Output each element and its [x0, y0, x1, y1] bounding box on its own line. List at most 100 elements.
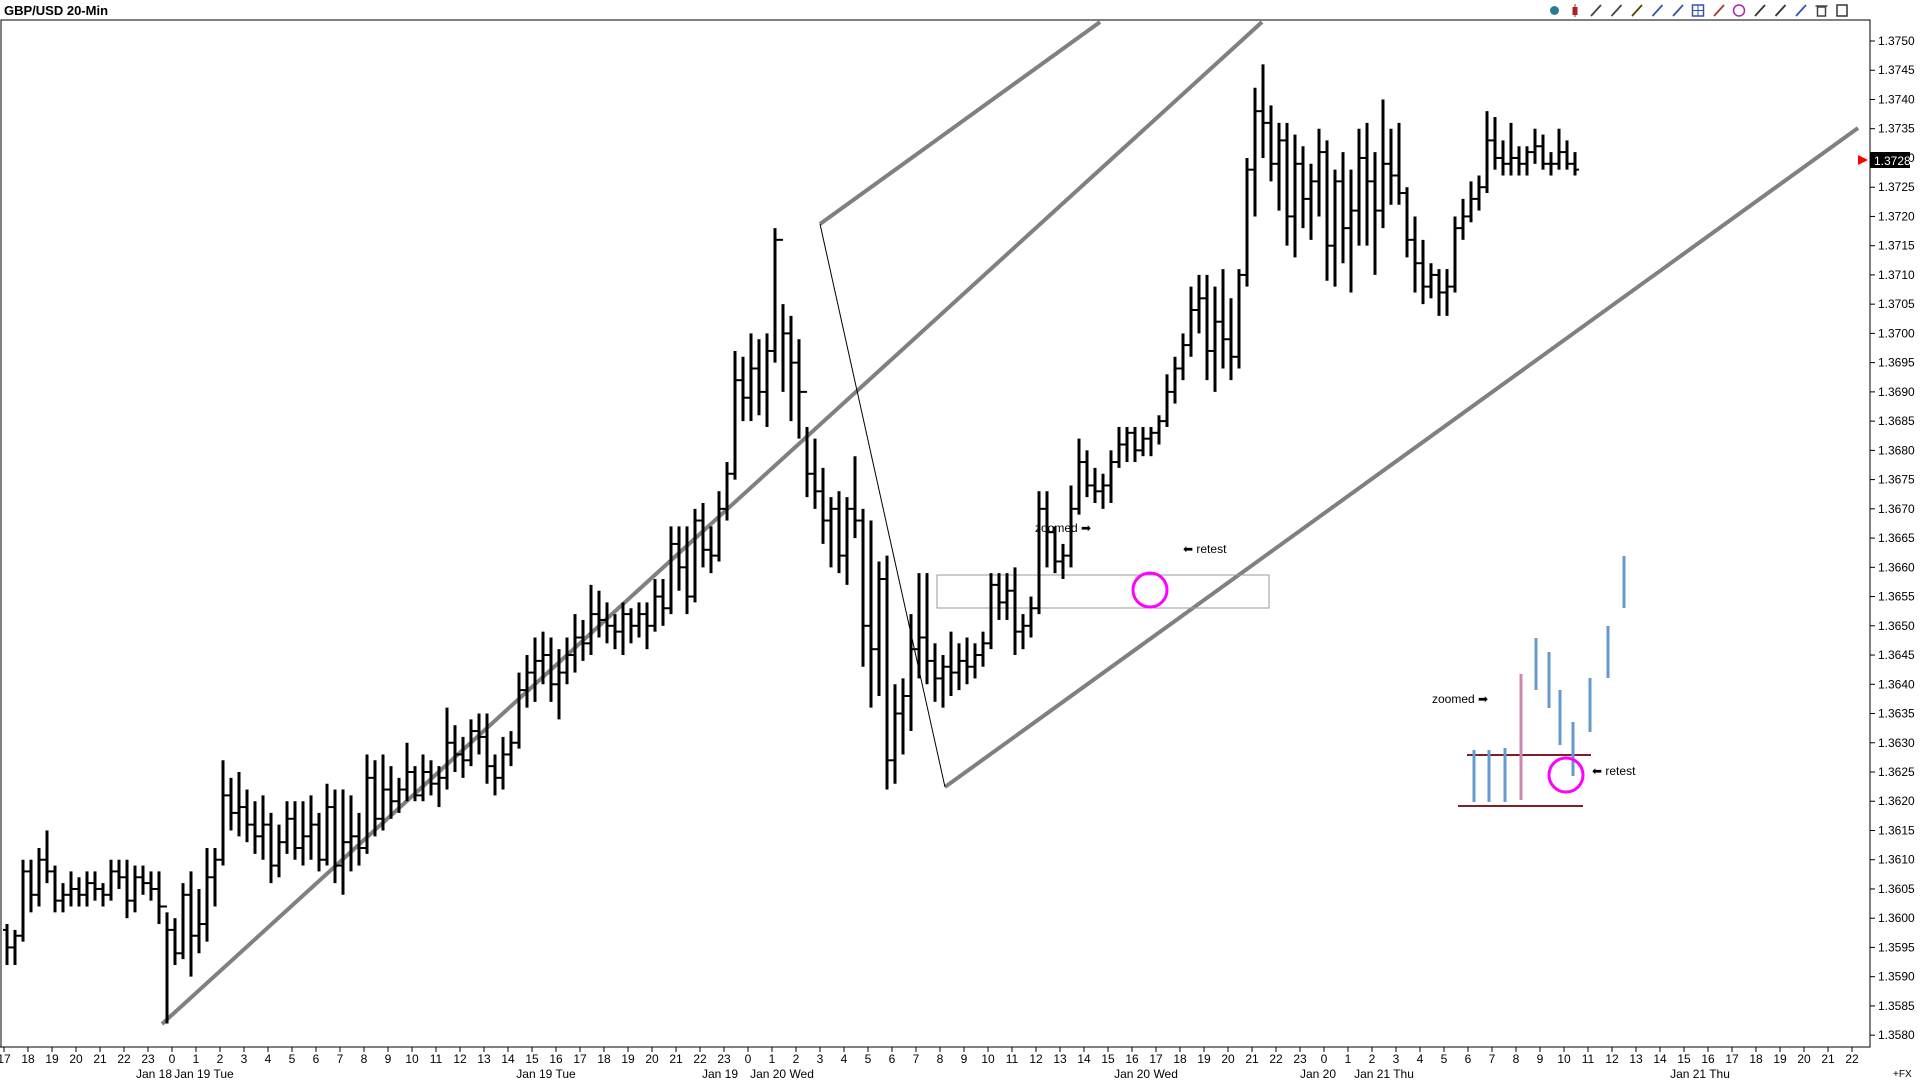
ohlc-bar: [1467, 181, 1475, 223]
ohlc-bar: [811, 438, 819, 509]
ohlc-bar: [1259, 64, 1267, 158]
time-axis: 17 18 19 20 21 22 23 0 1 2 3 4 5 6 7 8 9 10 11 12 13 14 15 16 17…: [0, 1047, 1859, 1081]
ohlc-bar: [803, 390, 811, 498]
retest-circle-inset: [1547, 756, 1585, 794]
x-tick-label: 18: [1173, 1052, 1187, 1066]
ohlc-bar: [187, 871, 195, 977]
ohlc-bar: [107, 859, 115, 901]
x-date-label: Jan 20: [1300, 1067, 1336, 1081]
y-tick-label: 1.3615: [1878, 823, 1915, 837]
ellipse-icon[interactable]: [1732, 4, 1746, 17]
x-tick-label: 21: [1245, 1052, 1259, 1066]
x-tick-label: 5: [1441, 1052, 1448, 1066]
grid-icon[interactable]: [1691, 4, 1705, 17]
ohlc-bar: [891, 684, 899, 784]
x-tick-label: 14: [1077, 1052, 1091, 1066]
ohlc-bar: [27, 859, 35, 913]
ohlc-bar: [427, 760, 435, 796]
ohlc-bar: [1363, 122, 1371, 246]
annotations: zoomed ➡ ⬅ retest zoomed ➡ ⬅ retest: [1035, 521, 1636, 778]
ohlc-bar: [603, 602, 611, 644]
pencil-icon[interactable]: [1631, 4, 1643, 17]
trash-icon[interactable]: [1815, 5, 1828, 17]
ohlc-bar: [651, 579, 659, 632]
color-icon[interactable]: [1550, 6, 1559, 15]
ohlc-bar: [851, 456, 859, 539]
zoomed-label-main: zoomed ➡: [1035, 521, 1091, 535]
ohlc-bar: [1507, 122, 1515, 176]
x-tick-label: 0: [1321, 1052, 1328, 1066]
ohlc-bar: [955, 643, 963, 691]
ohlc-bar: [131, 865, 139, 913]
channel-lower-line: [943, 126, 1860, 789]
ohlc-bar: [1099, 473, 1107, 509]
y-tick-label: 1.3665: [1878, 531, 1915, 545]
ohlc-bar: [395, 777, 403, 813]
fib-icon[interactable]: [1713, 4, 1725, 17]
y-tick-label: 1.3580: [1878, 1028, 1915, 1042]
ohlc-bar: [507, 731, 515, 767]
y-tick-label: 1.3640: [1878, 677, 1915, 691]
ohlc-bar: [731, 350, 739, 480]
x-tick-label: 2: [793, 1052, 800, 1066]
ohlc-bar: [1219, 269, 1227, 369]
ohlc-bar: [155, 871, 163, 925]
ohlc-bar: [1443, 269, 1451, 316]
price-icon[interactable]: [1795, 4, 1807, 17]
ohlc-bar: [1203, 274, 1211, 381]
ohlc-bar: [1251, 87, 1259, 217]
x-tick-label: 10: [981, 1052, 995, 1066]
ohlc-bar: [91, 871, 99, 901]
ohlc-bar: [675, 526, 683, 591]
ohlc-bar: [11, 929, 19, 965]
y-tick-label: 1.3650: [1878, 619, 1915, 633]
ohlc-bar: [35, 848, 43, 907]
ohlc-bar: [1115, 426, 1123, 468]
ohlc-bar: [451, 725, 459, 772]
ohlc-bar: [139, 865, 147, 895]
line-icon[interactable]: [1651, 4, 1664, 17]
ohlc-bar: [443, 707, 451, 790]
ohlc-bar: [987, 573, 995, 650]
ohlc-bar: [1027, 596, 1035, 638]
retest-circle-main: [1131, 571, 1169, 609]
ohlc-bar: [291, 801, 299, 860]
ohlc-bar: [491, 754, 499, 796]
x-date-label: Jan 19: [702, 1067, 738, 1081]
ohlc-bar: [363, 754, 371, 854]
arrow-icon[interactable]: [1774, 4, 1787, 17]
ohlc-bar: [1515, 146, 1523, 176]
x-tick-label: 3: [817, 1052, 824, 1066]
ohlc-bar: [1091, 467, 1099, 503]
ohlc-bar: [531, 637, 539, 702]
y-tick-label: 1.3635: [1878, 707, 1915, 721]
y-tick-label: 1.3700: [1878, 326, 1915, 340]
ohlc-bar: [179, 883, 187, 960]
y-tick-label: 1.3695: [1878, 356, 1915, 370]
ohlc-bar: [1475, 175, 1483, 211]
x-tick-label: 9: [961, 1052, 968, 1066]
ohlc-bar: [59, 883, 67, 913]
andrews-pitchfork: [160, 20, 1860, 1026]
ohlc-bar: [1107, 450, 1115, 503]
ohlc-bar: [1051, 526, 1059, 574]
channel-icon[interactable]: [1672, 4, 1684, 17]
x-tick-label: 5: [289, 1052, 296, 1066]
ohlc-bar: [699, 502, 707, 568]
x-tick-label: 10: [1557, 1052, 1571, 1066]
bar-icon[interactable]: [1610, 4, 1623, 17]
x-tick-label: 15: [525, 1052, 539, 1066]
tick-icon[interactable]: [1590, 4, 1602, 17]
x-tick-label: 21: [1821, 1052, 1835, 1066]
ohlc-bar: [1267, 105, 1275, 182]
candle-icon[interactable]: [1572, 4, 1578, 17]
maximize-icon[interactable]: [1836, 4, 1848, 17]
x-tick-label: 17: [1725, 1052, 1739, 1066]
ohlc-bar: [1155, 415, 1163, 445]
wave-icon[interactable]: [1754, 4, 1766, 17]
y-tick-label: 1.3625: [1878, 765, 1915, 779]
ohlc-bar: [1523, 146, 1531, 176]
x-tick-label: 9: [1537, 1052, 1544, 1066]
ohlc-bar: [1227, 298, 1235, 381]
x-tick-label: 13: [1629, 1052, 1643, 1066]
